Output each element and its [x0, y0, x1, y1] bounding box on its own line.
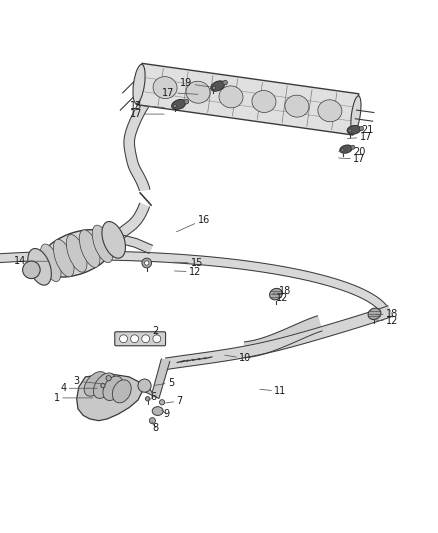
Ellipse shape: [212, 86, 215, 90]
Ellipse shape: [349, 129, 352, 132]
Text: 18: 18: [273, 286, 291, 296]
Ellipse shape: [269, 288, 283, 300]
Polygon shape: [136, 63, 359, 135]
Ellipse shape: [347, 125, 361, 134]
Ellipse shape: [351, 96, 361, 133]
Ellipse shape: [39, 230, 114, 277]
FancyBboxPatch shape: [115, 332, 166, 346]
Circle shape: [131, 335, 138, 343]
Text: 17: 17: [130, 109, 164, 119]
Ellipse shape: [341, 149, 344, 151]
Ellipse shape: [173, 104, 177, 108]
Ellipse shape: [152, 407, 163, 415]
Text: 13: 13: [130, 101, 164, 111]
Text: 14: 14: [14, 256, 49, 266]
Ellipse shape: [186, 81, 210, 103]
Text: 1: 1: [54, 393, 93, 403]
Ellipse shape: [142, 258, 152, 268]
Text: 18: 18: [376, 309, 398, 319]
Text: 7: 7: [166, 396, 183, 406]
Ellipse shape: [211, 81, 225, 91]
Ellipse shape: [252, 91, 276, 112]
Circle shape: [106, 376, 111, 381]
Text: 2: 2: [152, 326, 159, 336]
Polygon shape: [124, 101, 150, 190]
Ellipse shape: [351, 146, 355, 149]
Text: 17: 17: [339, 154, 365, 164]
Ellipse shape: [103, 376, 123, 400]
Ellipse shape: [92, 225, 113, 263]
Ellipse shape: [145, 397, 150, 401]
Ellipse shape: [159, 400, 165, 405]
Ellipse shape: [368, 308, 381, 319]
Polygon shape: [77, 374, 142, 421]
Text: 20: 20: [339, 147, 365, 157]
Text: 12: 12: [273, 293, 289, 303]
Ellipse shape: [102, 222, 125, 258]
Circle shape: [142, 335, 150, 343]
Polygon shape: [108, 203, 149, 247]
Ellipse shape: [145, 261, 149, 265]
Polygon shape: [244, 316, 322, 358]
Text: 15: 15: [174, 258, 203, 268]
Text: 11: 11: [260, 386, 286, 397]
Text: 19: 19: [180, 78, 209, 88]
Polygon shape: [166, 306, 392, 369]
Text: 17: 17: [347, 132, 372, 142]
Text: 12: 12: [174, 266, 201, 277]
Text: 21: 21: [347, 125, 374, 135]
Text: 12: 12: [376, 316, 398, 326]
Ellipse shape: [40, 244, 61, 281]
Circle shape: [120, 335, 127, 343]
Ellipse shape: [23, 261, 40, 279]
Text: 10: 10: [225, 353, 251, 364]
Circle shape: [153, 335, 161, 343]
Ellipse shape: [133, 64, 145, 103]
Circle shape: [149, 418, 155, 424]
Ellipse shape: [172, 100, 186, 109]
Polygon shape: [142, 359, 170, 399]
Polygon shape: [117, 234, 152, 253]
Ellipse shape: [53, 239, 74, 277]
Circle shape: [101, 383, 105, 388]
Ellipse shape: [84, 372, 107, 396]
Ellipse shape: [66, 235, 87, 272]
Ellipse shape: [28, 248, 51, 285]
Ellipse shape: [340, 145, 352, 154]
Ellipse shape: [112, 380, 131, 403]
Text: 4: 4: [60, 383, 97, 393]
Ellipse shape: [79, 230, 100, 268]
Ellipse shape: [219, 86, 243, 108]
Ellipse shape: [138, 379, 151, 392]
Text: 3: 3: [74, 376, 102, 386]
Ellipse shape: [359, 126, 364, 131]
Ellipse shape: [285, 95, 309, 117]
Text: 17: 17: [162, 87, 198, 98]
Ellipse shape: [223, 80, 227, 85]
Ellipse shape: [93, 373, 115, 398]
Text: 9: 9: [162, 409, 170, 419]
Ellipse shape: [318, 100, 342, 122]
Text: 6: 6: [149, 392, 156, 402]
Polygon shape: [0, 251, 391, 317]
Ellipse shape: [153, 77, 177, 99]
Text: 16: 16: [177, 215, 210, 232]
Text: 5: 5: [155, 377, 174, 387]
Ellipse shape: [184, 99, 189, 104]
Text: 8: 8: [152, 422, 159, 433]
